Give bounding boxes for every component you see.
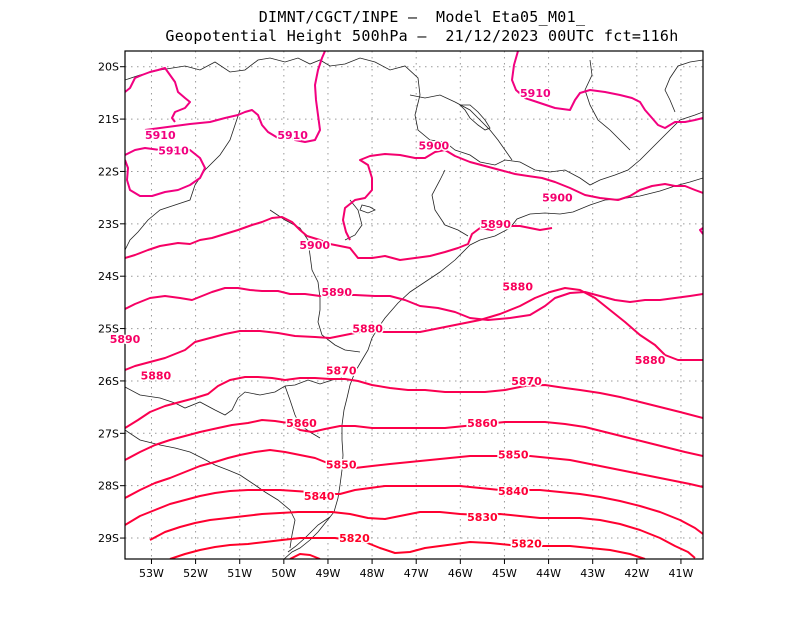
contour-label: 5860	[467, 417, 498, 430]
contour-5910	[125, 147, 206, 197]
lat-label: 22S	[98, 165, 119, 178]
contour-5910	[125, 67, 191, 123]
lat-label: 25S	[98, 323, 119, 336]
contour-label: 5870	[326, 364, 357, 377]
lon-label: 43W	[580, 567, 605, 580]
contour-label: 5910	[277, 129, 308, 142]
contour-5890	[125, 216, 553, 261]
contour-label: 5900	[299, 239, 330, 252]
lon-label: 52W	[183, 567, 208, 580]
contour-5900	[342, 149, 703, 241]
contour-label: 5830	[467, 511, 498, 524]
contour-5880	[125, 287, 703, 371]
coastline-borders	[125, 57, 703, 559]
axis-ticks	[120, 66, 682, 564]
contour-label: 5840	[498, 485, 529, 498]
contour-label: 5880	[352, 323, 383, 336]
lat-label: 24S	[98, 270, 119, 283]
lon-label: 46W	[448, 567, 473, 580]
contour-label: 5880	[502, 281, 533, 294]
contour-label: 5880	[635, 354, 666, 367]
lat-label: 27S	[98, 427, 119, 440]
lon-label: 45W	[492, 567, 517, 580]
contour-5820	[169, 537, 646, 559]
contour-5850	[125, 449, 703, 499]
contour-label: 5880	[141, 370, 172, 383]
contour-label: 5910	[158, 145, 189, 158]
lon-label: 47W	[404, 567, 429, 580]
lon-label: 48W	[360, 567, 385, 580]
contour-label: 5890	[110, 333, 141, 346]
contour-5910	[699, 227, 703, 235]
lon-label: 51W	[227, 567, 252, 580]
contour-label: 5890	[480, 218, 511, 231]
contour-label: 5890	[321, 286, 352, 299]
contour-label: 5820	[511, 537, 542, 550]
lat-label: 21S	[98, 113, 119, 126]
lon-label: 41W	[669, 567, 694, 580]
contour-label: 5910	[145, 129, 176, 142]
lat-label: 28S	[98, 480, 119, 493]
contour-label: 5850	[498, 448, 529, 461]
contour-label: 5820	[339, 532, 370, 545]
lat-label: 20S	[98, 61, 119, 74]
contour-5910	[511, 51, 703, 129]
lon-label: 42W	[624, 567, 649, 580]
contour-5910	[144, 51, 326, 143]
contour-5830	[149, 511, 696, 559]
contour-label: 5860	[286, 417, 317, 430]
contour-label: 5900	[542, 192, 573, 205]
geopotential-contours	[125, 51, 703, 559]
lon-label: 50W	[271, 567, 296, 580]
contour-5860	[125, 419, 703, 461]
contour-label: 5840	[304, 490, 335, 503]
map-title-line-1: DIMNT/CGCT/INPE – Model Eta05_M01_	[258, 8, 586, 26]
lat-label: 26S	[98, 375, 119, 388]
map-title-line-2: Geopotential Height 500hPa – 21/12/2023 …	[165, 27, 679, 45]
lon-label: 53W	[139, 567, 164, 580]
contour-5820-fragment	[289, 553, 321, 559]
contour-label: 5870	[511, 375, 542, 388]
map-gridlines	[125, 51, 703, 559]
contour-label: 5900	[419, 139, 450, 152]
contour-labels: 5910 5910 5910 5910 5900 5900 5900 5890 5890 5890…	[108, 85, 667, 551]
lon-label: 49W	[316, 567, 341, 580]
contour-label: 5850	[326, 459, 357, 472]
contour-5890	[125, 287, 703, 321]
map-frame	[124, 50, 704, 560]
contour-5840	[125, 485, 703, 535]
contour-5870	[125, 376, 703, 429]
lat-label: 29S	[98, 532, 119, 545]
lon-label: 44W	[536, 567, 561, 580]
lat-label: 23S	[98, 218, 119, 231]
contour-label: 5910	[520, 87, 551, 100]
axis-labels: 53W 52W 51W 50W 49W 48W 47W 46W 45W 44W 43W 42W 41W 2…	[98, 61, 693, 580]
